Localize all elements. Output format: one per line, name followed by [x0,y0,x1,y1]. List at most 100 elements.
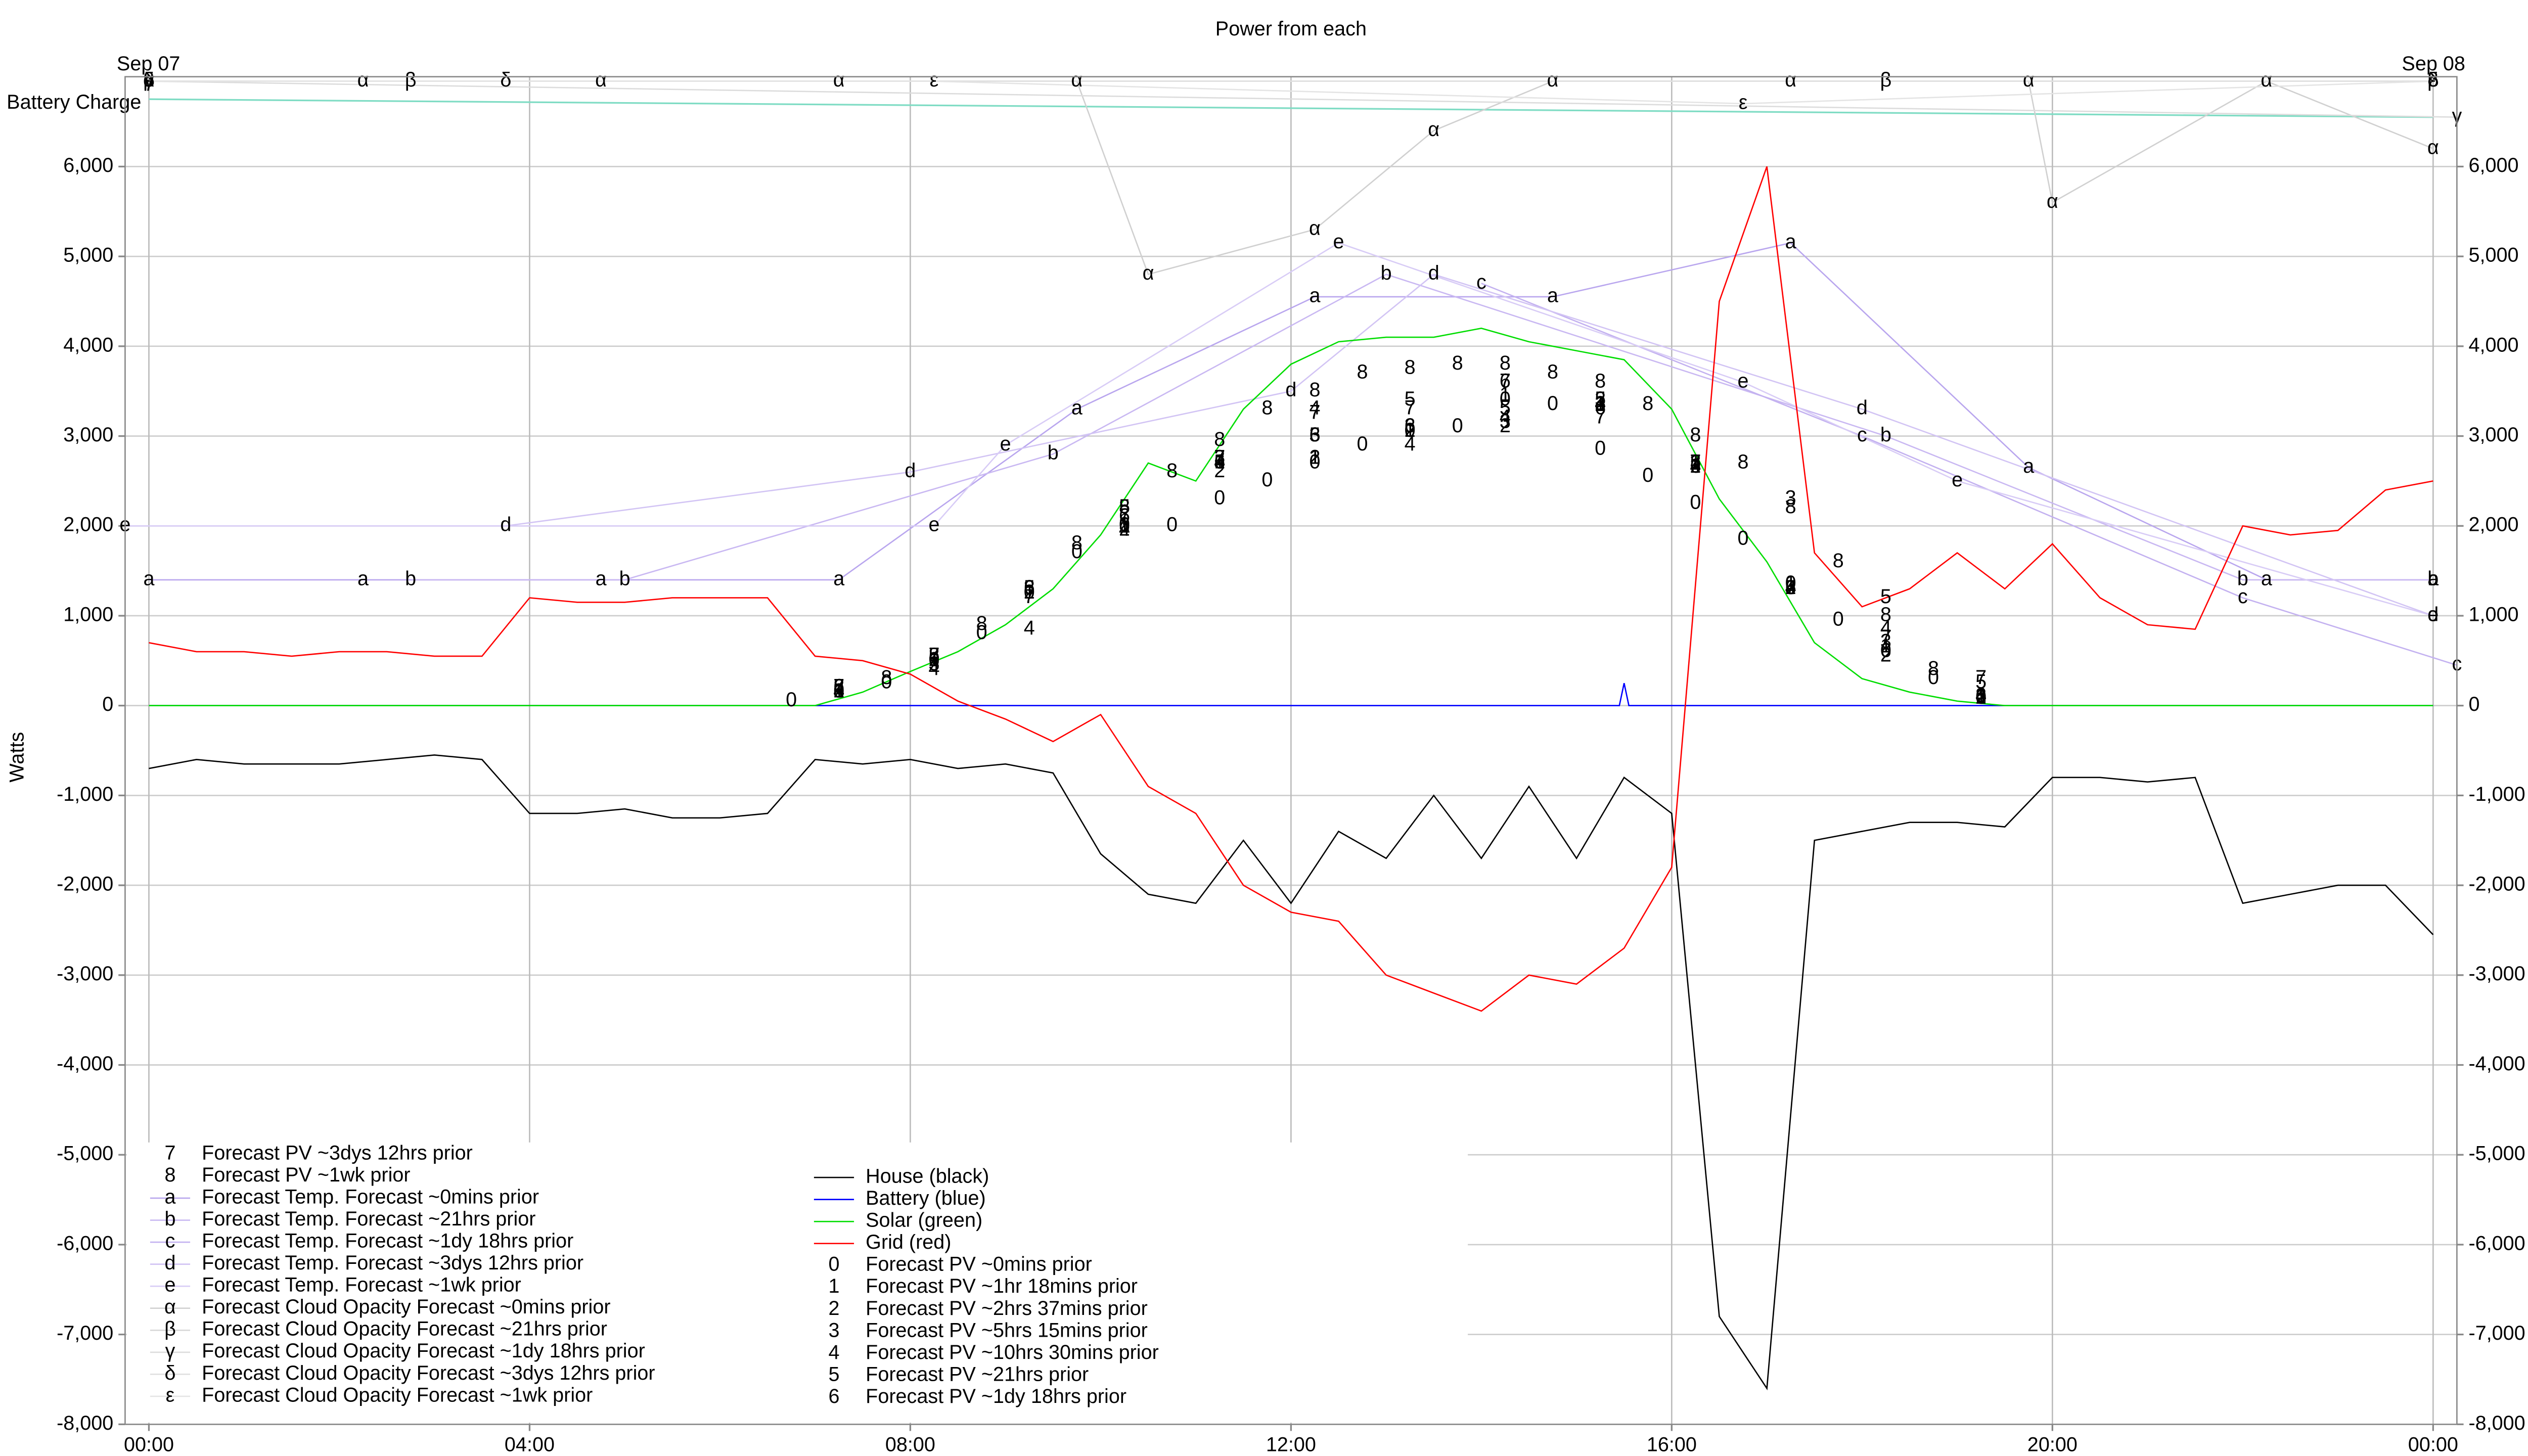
series-marker: 3 [1405,415,1416,437]
series-marker: e [1952,469,1963,491]
series-marker: δ [143,69,154,91]
series-marker: 0 [1071,540,1082,563]
series-marker: 6 [1119,505,1130,527]
series-marker: a [357,567,369,589]
series-marker: 8 [1642,392,1653,415]
series-marker: 4 [1595,392,1606,415]
legend-label: Forecast Cloud Opacity Forecast ~1wk pri… [202,1384,593,1406]
series-marker: 8 [1785,495,1796,518]
series-line [506,274,2433,617]
series-marker: 5 [1024,576,1035,599]
legend-label: Forecast Temp. Forecast ~0mins prior [202,1186,539,1208]
y-tick-label: -6,000 [57,1232,113,1254]
legend-box [126,1142,1468,1423]
chart-title: Power from each [1215,18,1367,40]
series-marker: 6 [1975,684,1987,706]
legend-label: Forecast PV ~0mins prior [866,1253,1092,1276]
series-marker: 0 [1452,415,1463,437]
legend-label: Battery (blue) [866,1187,986,1209]
series-marker: 2 [1214,460,1225,482]
series-marker: 5 [1690,450,1701,473]
series-marker: 4 [1690,455,1701,477]
series-marker: 0 [1500,388,1511,410]
series-marker: 0 [786,689,797,711]
series-marker: 0 [1309,450,1320,473]
legend-symbol: 3 [828,1319,839,1341]
series-marker: 3 [1214,446,1225,468]
series-marker: a [1309,285,1321,307]
series-line [1481,283,2457,666]
y-tick-label: -5,000 [57,1143,113,1165]
y-tick-label: -1,000 [57,783,113,805]
legend-symbol: 0 [828,1253,839,1276]
legend-symbol: 1 [828,1275,839,1297]
series-marker: 2 [1785,576,1796,599]
series-marker: 0 [1024,581,1035,603]
y2-tick-label: 6,000 [2468,154,2518,176]
series-marker: 3 [928,653,939,675]
series-marker: 7 [1690,450,1701,473]
series-marker: 8 [928,644,939,666]
series-marker: 2 [833,679,844,702]
x-tick-label: 20:00 [2027,1434,2078,1456]
y2-tick-label: -4,000 [2468,1053,2525,1075]
series-marker: 0 [1975,686,1987,708]
series-marker: 3 [1119,514,1130,536]
series-line [149,80,2457,118]
series-marker: ε [145,69,154,91]
series-marker: a [596,567,607,589]
series-marker: 2 [1405,419,1416,441]
series-marker: b [2427,567,2439,589]
x-tick-label: 16:00 [1647,1434,1697,1456]
series-marker: 1 [1975,684,1987,706]
series-marker: α [2261,69,2272,91]
series-marker: ε [1739,92,1748,114]
series-marker: d [1285,379,1296,401]
series-marker: 8 [976,612,987,634]
legend-label: Forecast PV ~1hr 18mins prior [866,1275,1138,1297]
legend-symbol: c [165,1230,175,1252]
series-marker: 7 [1975,666,1987,689]
series-marker: 5 [833,679,844,702]
series-marker: 2 [1975,686,1987,708]
series-marker: 8 [1452,352,1463,374]
x-tick-label: 08:00 [885,1434,935,1456]
series-marker: α [143,69,155,91]
legend-symbol: d [164,1252,175,1274]
series-marker: a [143,567,155,589]
series-line [149,327,2433,707]
series-marker: 5 [1595,388,1606,410]
y2-tick-label: -6,000 [2468,1232,2525,1254]
legend-label: Forecast PV ~1wk prior [202,1164,410,1186]
series-marker: 1 [1024,581,1035,603]
series-marker: b [1381,262,1392,284]
series-marker: 0 [1119,514,1130,536]
series-marker: 7 [928,644,939,666]
series-marker: 5 [1309,424,1320,446]
legend-label: Forecast PV ~1dy 18hrs prior [866,1385,1126,1407]
series-marker: 8 [1261,397,1273,419]
series-marker: e [2427,603,2439,625]
series-marker: e [928,514,939,536]
y-tick-label: -2,000 [57,873,113,895]
legend-label: Forecast PV ~3dys 12hrs prior [202,1142,473,1164]
series-marker: 5 [1405,388,1416,410]
series-marker: 8 [1547,361,1558,383]
series-marker: 2 [1595,388,1606,410]
legend-symbol: 8 [164,1164,175,1186]
legend-symbol: a [164,1186,176,1208]
legend-symbol: 6 [828,1385,839,1407]
series-marker: 0 [1357,433,1368,455]
series-marker: α [2047,190,2058,212]
legend: 7 Forecast PV ~3dys 12hrs prior 8 Forecast … [126,1142,1468,1423]
series-marker: 6 [1690,455,1701,477]
series-marker: 1 [1214,450,1225,473]
series-marker: e [1000,433,1011,455]
series-marker: 4 [1119,518,1130,540]
y-tick-label: 4,000 [63,334,113,356]
series-marker: 7 [833,675,844,698]
y-tick-label: -8,000 [57,1412,113,1434]
legend-symbol: δ [164,1362,175,1384]
series-marker: 8 [1738,450,1749,473]
